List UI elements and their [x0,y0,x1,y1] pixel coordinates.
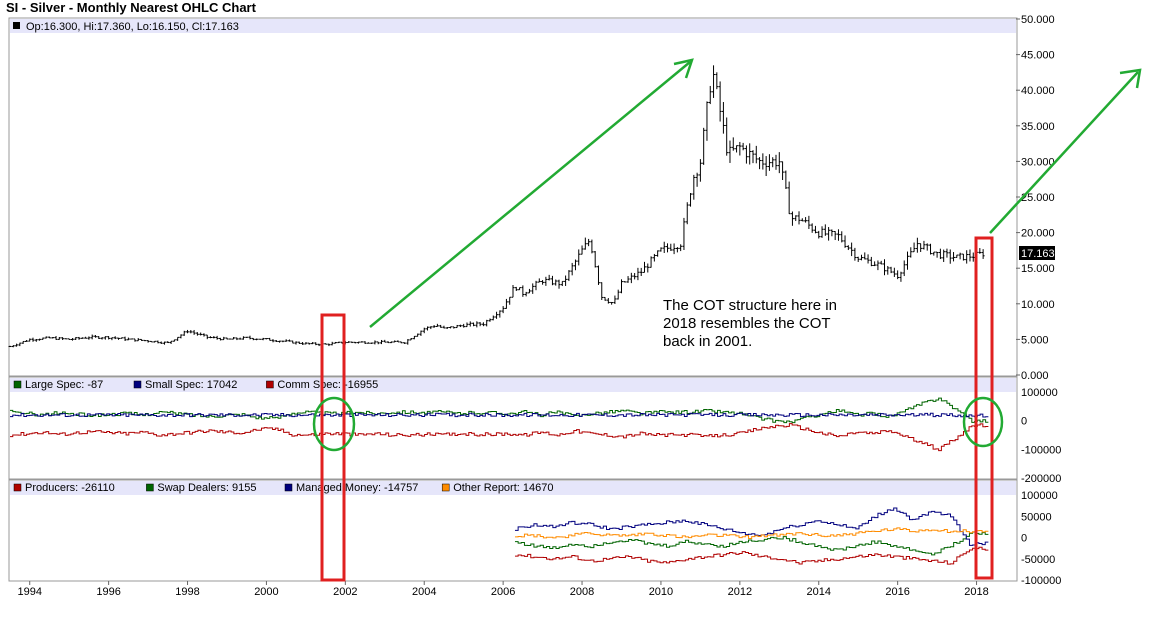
cot-y-tick-label: -50000 [1021,554,1055,566]
price-header-swatch [13,22,20,29]
cot-legacy-header-band [10,378,1016,392]
cot-y-tick-label: 0 [1021,416,1027,428]
legend-swatch [13,380,22,389]
x-tick-label: 2012 [728,586,752,598]
last-price-box [1019,246,1055,260]
y-tick-label: 5.000 [1021,334,1049,346]
chart-title: SI - Silver - Monthly Nearest OHLC Chart [6,0,256,15]
legend-label: Producers: -26110 [25,482,115,494]
x-tick-label: 2014 [807,586,831,598]
y-tick-label: 10.000 [1021,299,1055,311]
legend-label: Small Spec: 17042 [145,379,237,391]
cot-disagg-header-band [10,481,1016,495]
cot-series-line [10,423,989,452]
y-tick-label: 15.000 [1021,263,1055,275]
cot-series-line [10,412,989,418]
x-tick-label: 2004 [412,586,436,598]
cot-disagg-lines [514,507,989,565]
y-tick-label: 45.000 [1021,50,1055,62]
legend-label: Managed Money: -14757 [296,482,418,494]
annotation-text: The COT structure here in 2018 resembles… [663,297,837,350]
y-tick-label: 0.000 [1021,370,1049,382]
price-header-band [10,19,1016,33]
highlight-box-2018 [974,236,994,580]
cot-y-tick-label: -100000 [1021,444,1061,456]
cot-series-line [514,527,989,539]
cot-legacy-legend: Large Spec: -87 Small Spec: 17042 Comm Spe… [13,379,378,391]
price-panel [8,17,1018,377]
circle-2018 [962,396,1004,448]
x-tick-label: 2016 [885,586,909,598]
legend-swatch [13,483,22,492]
y-tick-label: 40.000 [1021,85,1055,97]
legend-label: Swap Dealers: 9155 [157,482,256,494]
cot-series-line [514,531,989,556]
y-tick-label: 30.000 [1021,156,1055,168]
x-tick-label: 1994 [17,586,41,598]
y-tick-label: 50.000 [1021,14,1055,26]
cot-disagg-y-axis: 100000 50000 0 -50000 -100000 [1021,490,1061,587]
cot-y-tick-label: -100000 [1021,575,1061,587]
cot-legacy-lines [10,397,989,452]
x-tick-label: 2010 [649,586,673,598]
cot-series-line [514,507,989,546]
cot-disagg-legend: Producers: -26110 Swap Dealers: 9155 Manag… [13,482,553,494]
legend-swatch [146,483,154,492]
x-tick-label: 1996 [96,586,120,598]
cot-y-tick-label: 100000 [1021,387,1058,399]
price-y-axis: 0.000 5.000 10.000 15.000 20.000 25.000 30.000… [1016,14,1055,382]
cot-disagg-panel [8,479,1018,582]
legend-swatch [284,483,293,492]
cot-legacy-panel [8,376,1018,480]
cot-y-tick-label: 100000 [1021,490,1058,502]
x-tick-label: 2006 [491,586,515,598]
y-tick-label: 35.000 [1021,121,1055,133]
last-price-label: 17.163 [1021,248,1055,260]
circle-2001 [312,396,356,452]
y-tick-label: 25.000 [1021,192,1055,204]
x-tick-label: 2002 [333,586,357,598]
x-tick-label: 1998 [175,586,199,598]
price-ohlc-bars [8,65,985,348]
uptrend-arrow-1 [369,58,694,328]
y-tick-label: 20.000 [1021,228,1055,240]
legend-label: Large Spec: -87 [25,379,103,391]
legend-swatch [441,483,450,492]
legend-label: Comm Spec: -16955 [277,379,378,391]
legend-label: Other Report: 14670 [453,482,553,494]
cot-legacy-y-axis: 100000 0 -100000 -200000 [1021,387,1061,485]
uptrend-arrow-2 [989,68,1142,234]
x-tick-label: 2000 [254,586,278,598]
legend-swatch [133,380,142,389]
cot-series-line [514,546,989,565]
x-axis: 1994 1996 1998 2000 2002 2004 2006 2008 2010 2012… [17,581,989,598]
cot-y-tick-label: -200000 [1021,473,1061,485]
cot-y-tick-label: 0 [1021,533,1027,545]
cot-y-tick-label: 50000 [1021,511,1052,523]
legend-swatch [266,380,274,389]
x-tick-label: 2008 [570,586,594,598]
price-header-text: Op:16.300, Hi:17.360, Lo:16.150, Cl:17.1… [26,21,239,33]
x-tick-label: 2018 [964,586,988,598]
